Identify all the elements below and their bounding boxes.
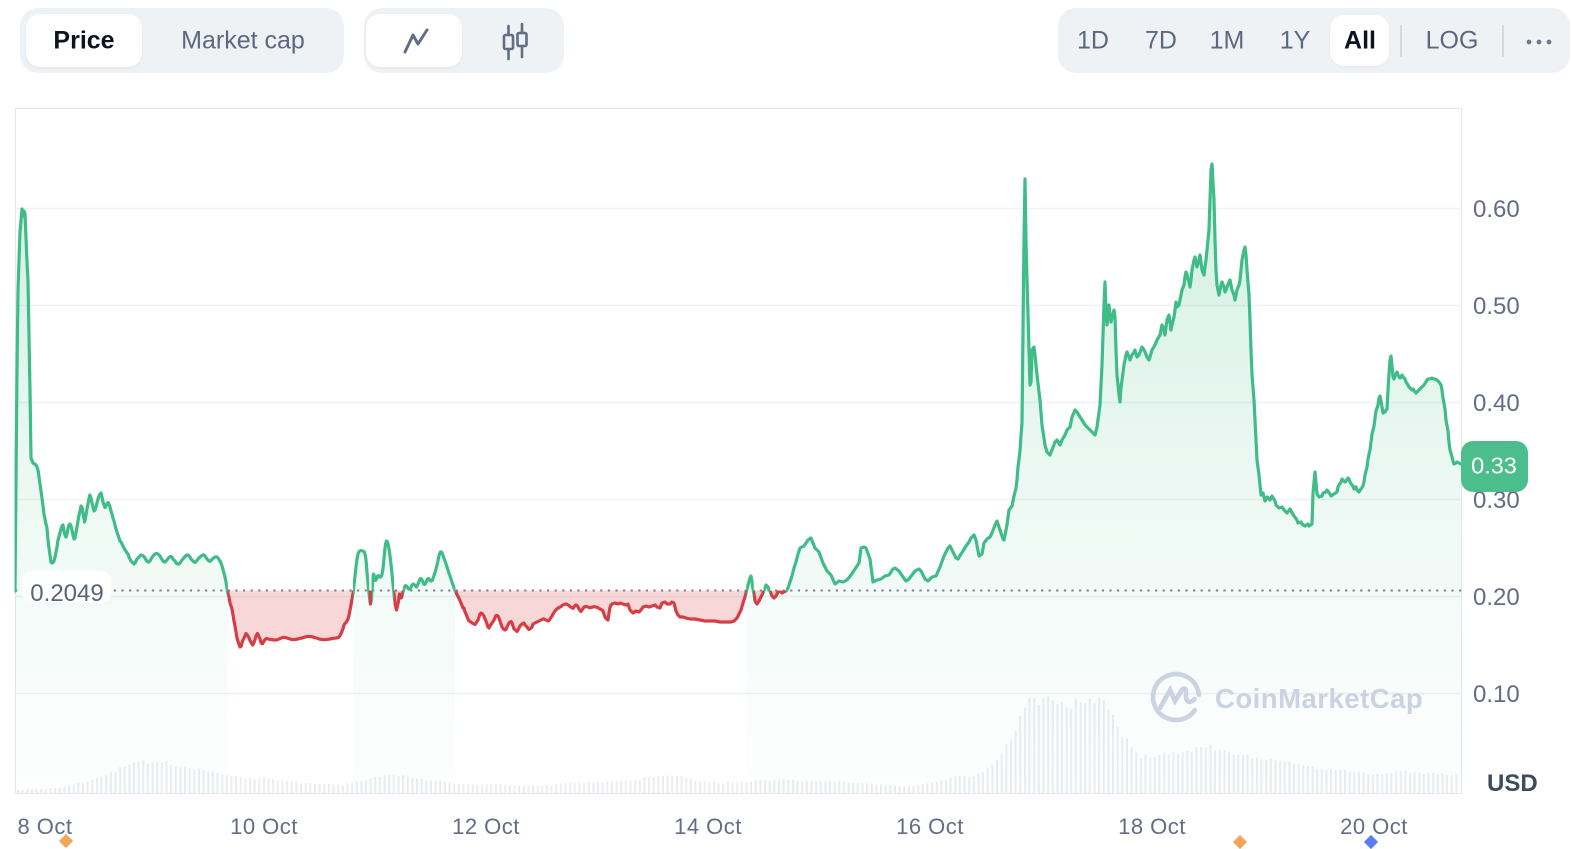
svg-text:CoinMarketCap: CoinMarketCap [1215,683,1423,714]
svg-text:0.2049: 0.2049 [30,580,103,607]
